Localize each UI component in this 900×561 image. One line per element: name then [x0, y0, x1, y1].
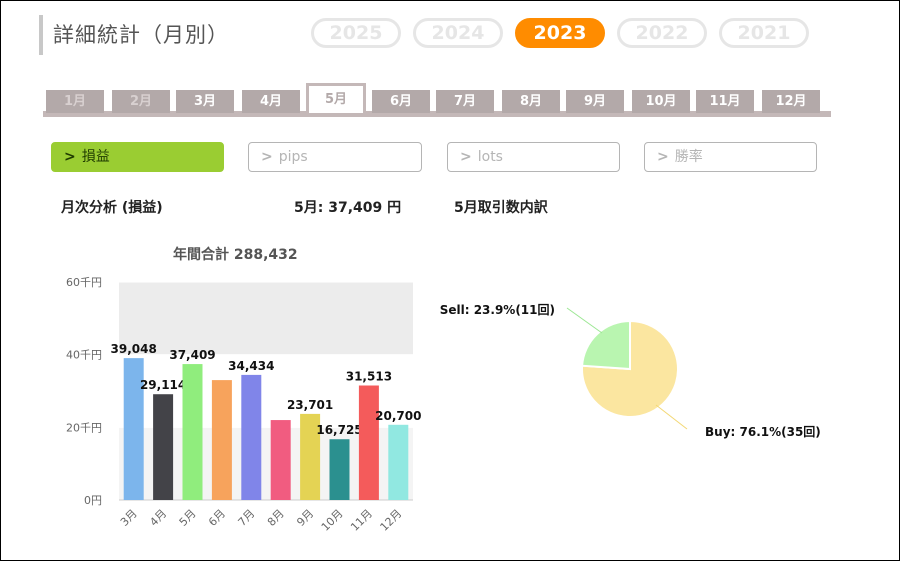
month-tabs: 1月 2月 3月 4月 5月 6月 7月 8月 9月 10月 11月 12月 — [43, 83, 831, 117]
data-label: 31,513 — [346, 370, 392, 384]
bar — [211, 380, 232, 500]
data-label: 20,700 — [375, 409, 421, 423]
page-title-text: 詳細統計（月別） — [53, 23, 229, 47]
pie-leader-line — [655, 404, 688, 430]
data-label: 39,048 — [111, 342, 157, 356]
data-label: 29,114 — [140, 378, 186, 392]
data-label: 16,725 — [316, 423, 362, 437]
pie-label: Buy: 76.1%(35回) — [705, 425, 821, 439]
tab-month-5[interactable]: 5月 — [306, 83, 366, 113]
chevron-right-icon: > — [261, 149, 273, 165]
x-tick-label: 12月 — [378, 507, 405, 534]
year-button-2022[interactable]: 2022 — [617, 18, 707, 48]
tab-month-9[interactable]: 9月 — [566, 90, 624, 113]
bar — [270, 420, 291, 500]
x-tick-label: 10月 — [319, 507, 346, 534]
tab-month-6[interactable]: 6月 — [372, 90, 430, 113]
month-tabs-baseline — [43, 111, 831, 117]
metric-label: lots — [477, 149, 503, 165]
annual-total: 年間合計 288,432 — [173, 247, 298, 263]
metric-button-pips[interactable]: > pips — [248, 142, 422, 172]
chevron-right-icon: > — [64, 149, 76, 165]
chevron-right-icon: > — [460, 149, 472, 165]
x-tick-label: 9月 — [294, 507, 316, 529]
y-tick-label: 0円 — [84, 494, 102, 507]
metric-label: pips — [278, 149, 308, 165]
tab-month-12[interactable]: 12月 — [762, 90, 820, 113]
data-label: 34,434 — [228, 359, 274, 373]
analysis-title: 月次分析 (損益) — [61, 200, 163, 216]
year-button-2025[interactable]: 2025 — [311, 18, 401, 48]
x-tick-label: 5月 — [177, 507, 199, 529]
bar — [358, 385, 379, 500]
bar — [241, 374, 262, 500]
metric-label: 勝率 — [674, 149, 703, 165]
x-tick-label: 3月 — [118, 507, 140, 529]
tab-month-3[interactable]: 3月 — [176, 90, 234, 113]
metric-label: 損益 — [81, 149, 110, 165]
metric-button-winrate[interactable]: > 勝率 — [644, 142, 817, 172]
year-button-2024[interactable]: 2024 — [413, 18, 503, 48]
x-tick-label: 11月 — [348, 507, 375, 534]
pie-label: Sell: 23.9%(11回) — [440, 303, 555, 317]
tab-month-10[interactable]: 10月 — [632, 90, 690, 113]
metric-button-profit[interactable]: > 損益 — [51, 142, 224, 172]
breakdown-title: 5月取引数内訳 — [454, 200, 548, 216]
x-tick-label: 8月 — [265, 507, 287, 529]
tab-month-7[interactable]: 7月 — [436, 90, 494, 113]
plot-band — [119, 282, 413, 355]
data-label: 23,701 — [287, 398, 333, 412]
metric-button-lots[interactable]: > lots — [447, 142, 620, 172]
tab-month-4[interactable]: 4月 — [242, 90, 300, 113]
tab-month-8[interactable]: 8月 — [502, 90, 560, 113]
pie-leader-line — [566, 307, 603, 334]
bar — [329, 439, 350, 500]
y-tick-label: 60千円 — [66, 276, 102, 289]
x-tick-label: 6月 — [206, 507, 228, 529]
tab-month-1[interactable]: 1月 — [46, 90, 104, 113]
tab-month-11[interactable]: 11月 — [696, 90, 754, 113]
bar — [300, 413, 321, 500]
year-button-2023[interactable]: 2023 — [515, 18, 605, 48]
x-tick-label: 7月 — [236, 507, 258, 529]
bar — [153, 394, 174, 500]
page-title: 詳細統計（月別） — [39, 15, 229, 55]
pie-slice — [581, 319, 631, 371]
tab-month-2[interactable]: 2月 — [112, 90, 170, 113]
chevron-right-icon: > — [657, 149, 669, 165]
month-total: 5月: 37,409 円 — [294, 200, 402, 216]
year-button-2021[interactable]: 2021 — [719, 18, 809, 48]
bar — [388, 424, 409, 500]
year-selector: 2025 2024 2023 2022 2021 — [311, 18, 809, 48]
bar — [182, 364, 203, 500]
y-tick-label: 20千円 — [66, 421, 102, 434]
data-label: 37,409 — [169, 348, 215, 362]
x-tick-label: 4月 — [147, 507, 169, 529]
bar — [123, 358, 144, 500]
y-tick-label: 40千円 — [66, 349, 102, 362]
